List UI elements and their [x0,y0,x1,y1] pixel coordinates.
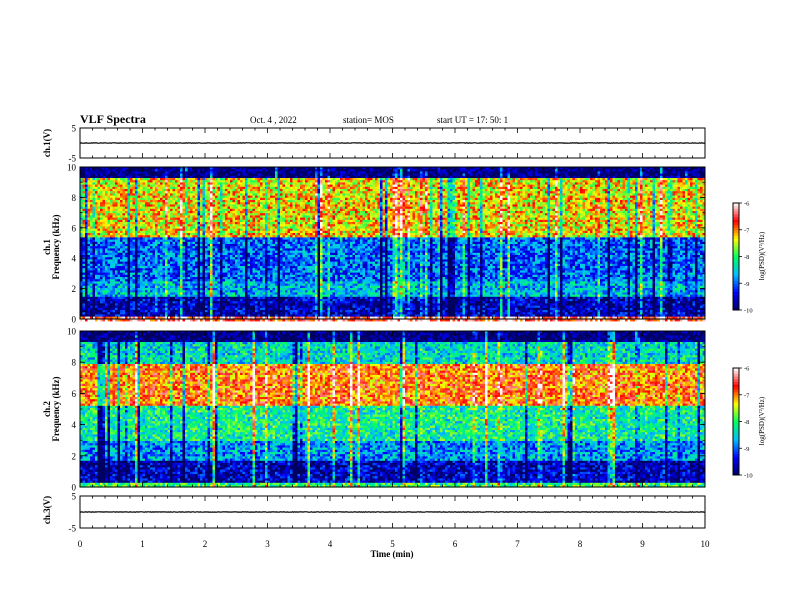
y-tick-label: -5 [69,524,77,534]
ch3-ylabel: ch.3(V) [42,496,52,524]
colorbar-tick-label: -10 [744,473,753,480]
figure-title: VLF Spectra [80,112,146,126]
x-tick-label: 5 [390,539,395,549]
ch2-spectrogram-image [80,331,705,488]
x-tick-label: 9 [640,539,645,549]
date-label: Oct. 4 , 2022 [250,115,297,125]
y-tick-label: 4 [72,420,77,430]
x-tick-label: 10 [701,539,711,549]
ch1-colorbar-label: log(PSD)(V²/Hz) [758,231,766,280]
y-tick-label: 8 [72,358,77,368]
ch1-freq-ylabel: Frequency (kHz) [51,214,61,279]
ch1-spectrogram-image [80,167,705,321]
x-tick-label: 8 [578,539,583,549]
ch1-waveform-panel: 5-5 [69,124,706,164]
y-tick-label: 5 [72,492,77,502]
x-tick-label: 4 [328,539,333,549]
x-axis-ticks: 0 1 2 3 4 5 6 7 8 9 10 [78,539,710,549]
x-tick-label: 7 [515,539,520,549]
y-tick-label: 10 [67,163,77,173]
x-tick-label: 2 [203,539,208,549]
colorbar-tick-label: -6 [744,201,750,208]
colorbar-tick-label: -9 [744,446,749,453]
y-tick-label: 0 [72,315,77,325]
y-tick-label: 2 [72,284,77,294]
ch1-spectrogram-panel: 0 2 4 6 8 10 [67,163,705,325]
ch1-colorbar: -6 -7 -8 -9 -10 [733,201,753,315]
ch2-colorbar: -6 -7 -8 -9 -10 [733,366,753,480]
y-tick-label: 2 [72,451,77,461]
start-ut-label: start UT = 17: 50: 1 [437,115,508,125]
y-tick-label: 6 [72,223,77,233]
colorbar-tick-label: -6 [744,366,750,373]
y-tick-label: 4 [72,254,77,264]
x-axis-label: Time (min) [370,549,413,559]
ch3-waveform-panel: 5 -5 [69,492,706,534]
ch1-ylabel: ch.1(V) [42,129,52,157]
colorbar-tick-label: -7 [744,227,750,234]
y-tick-label: 8 [72,193,77,203]
colorbar-tick-label: -8 [744,254,749,261]
ch2-freq-ylabel: Frequency (kHz) [51,376,61,441]
x-tick-label: 0 [78,539,83,549]
x-tick-label: 1 [140,539,145,549]
x-tick-label: 6 [453,539,458,549]
vlf-figure: VLF Spectra Oct. 4 , 2022 station= MOS s… [0,0,792,612]
x-tick-label: 3 [265,539,270,549]
station-label: station= MOS [343,115,394,125]
colorbar-tick-label: -10 [744,308,753,315]
colorbar-tick-label: -8 [744,419,749,426]
ch2-colorbar-label: log(PSD)(V²/Hz) [758,396,766,445]
colorbar-tick-label: -9 [744,281,749,288]
y-tick-label: 5 [72,124,77,134]
y-tick-label: 10 [67,327,77,337]
colorbar-tick-label: -7 [744,392,750,399]
y-tick-label: 6 [72,389,77,399]
